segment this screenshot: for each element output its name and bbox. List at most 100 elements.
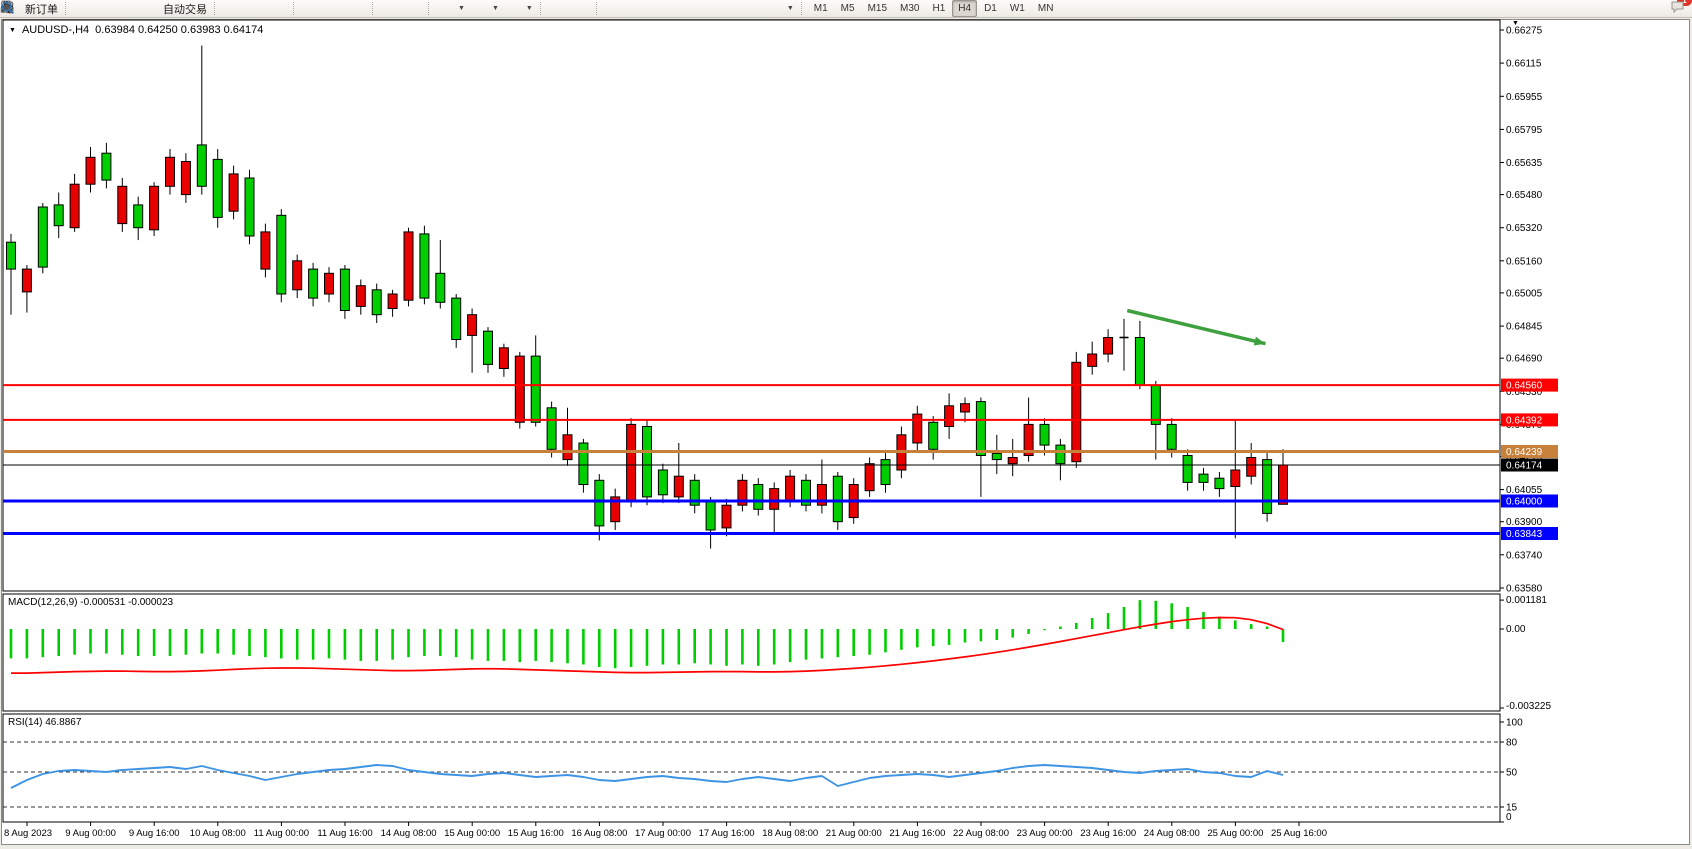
- candle-body: [1278, 464, 1288, 505]
- chart-menu-icon[interactable]: ▼: [9, 26, 16, 34]
- candle-body: [991, 452, 1002, 461]
- time-axis-label: 18 Aug 08:00: [762, 828, 818, 839]
- crosshair-icon: [1, 1, 589, 16]
- time-axis-label: 22 Aug 08:00: [953, 828, 1009, 839]
- timeframe-h4[interactable]: H4: [952, 0, 978, 17]
- chevron-down-icon: ▼: [786, 5, 794, 12]
- zoom-out-icon: [1, 1, 342, 16]
- toolbar-separator: [595, 2, 600, 15]
- search-icon[interactable]: [1, 1, 1664, 16]
- time-axis-label: 25 Aug 00:00: [1207, 828, 1263, 839]
- timeframe-m15[interactable]: M15: [867, 3, 888, 14]
- templates-button[interactable]: ▼: [1, 0, 537, 18]
- trendline-button[interactable]: [1, 0, 672, 18]
- channel-button[interactable]: E: [0, 0, 695, 18]
- line-chart-button[interactable]: [0, 0, 290, 18]
- candle-body: [975, 401, 986, 457]
- candle-body: [37, 206, 48, 268]
- candle-body: [498, 347, 509, 369]
- price-badge: [1501, 445, 1558, 458]
- zoom-in-button[interactable]: [1, 0, 323, 18]
- time-axis-label: 17 Aug 00:00: [635, 828, 691, 839]
- candle-body: [339, 268, 350, 312]
- shapes-button[interactable]: ▼: [2, 0, 798, 18]
- timeframe-mn[interactable]: MN: [1037, 3, 1054, 14]
- chart-shift-button[interactable]: [1, 0, 402, 18]
- price-badge-label: 0.64392: [1506, 415, 1543, 426]
- text-button[interactable]: A: [4, 0, 741, 18]
- candle-body: [594, 479, 605, 527]
- bar-chart-button[interactable]: [2, 0, 244, 18]
- timeframe-d1[interactable]: D1: [984, 3, 997, 14]
- price-badge-label: 0.63843: [1506, 529, 1543, 540]
- time-axis-label: 23 Aug 16:00: [1080, 828, 1136, 839]
- styler-icon: [1, 1, 91, 16]
- candle-body: [1230, 469, 1241, 487]
- autoscroll-button[interactable]: [1, 0, 425, 18]
- fibonacci-button[interactable]: F: [1, 0, 718, 18]
- time-axis-label: 25 Aug 16:00: [1271, 828, 1327, 839]
- price-tick-label: 0.64530: [1506, 387, 1543, 398]
- time-axis-label: 24 Aug 08:00: [1144, 828, 1200, 839]
- styler-button[interactable]: [1, 0, 95, 18]
- candle-body: [689, 479, 700, 506]
- candle-body: [960, 403, 970, 413]
- candle-body: [260, 231, 271, 270]
- candle-body: [928, 421, 939, 450]
- candle-body: [1166, 423, 1177, 450]
- price-badge: [1501, 458, 1558, 472]
- chat-button[interactable]: 1: [1670, 0, 1692, 19]
- price-tick-label: 0.64690: [1506, 354, 1543, 365]
- candle-body: [1214, 477, 1225, 490]
- candle-body: [721, 504, 732, 529]
- crosshair-button[interactable]: [1, 0, 593, 18]
- zoom-out-button[interactable]: [1, 0, 346, 18]
- candle-body: [705, 500, 716, 531]
- profile-button[interactable]: [0, 0, 118, 18]
- rsi-panel-frame: [2, 713, 1501, 823]
- macd-axis-label: -0.003225: [1506, 701, 1551, 712]
- candle-body: [101, 152, 112, 181]
- candle-body: [626, 423, 637, 502]
- candle-body: [228, 173, 239, 212]
- tile-windows-button[interactable]: [1, 0, 369, 18]
- candle-body: [1055, 444, 1066, 465]
- label-button[interactable]: T: [1, 0, 764, 18]
- timeframe-w1[interactable]: W1: [1009, 3, 1025, 14]
- candle-body: [419, 233, 430, 299]
- periods-button[interactable]: ▼: [1, 0, 503, 18]
- signal-icon: [1, 1, 137, 16]
- rsi-indicator-label: RSI(14) 46.8867: [8, 717, 82, 728]
- price-tick-label: 0.66275: [1506, 26, 1543, 37]
- candle-body: [276, 214, 287, 295]
- price-badge-label: 0.64174: [1506, 461, 1543, 472]
- chevron-down-icon: ▼: [491, 5, 499, 12]
- cursor-button[interactable]: [4, 0, 570, 18]
- candlestick-button[interactable]: [2, 0, 267, 18]
- indicators-button[interactable]: ▼: [0, 0, 469, 18]
- timeframe-h1[interactable]: H1: [932, 3, 946, 14]
- timeframe-m5[interactable]: M5: [840, 3, 855, 14]
- price-badge: [1501, 378, 1558, 392]
- candlestick-icon: [2, 1, 263, 16]
- macd-axis-label: 0.00: [1506, 624, 1526, 635]
- chart-title: ▼ AUDUSD-,H4 0.63984 0.64250 0.63983 0.6…: [9, 24, 263, 36]
- time-axis-label: 11 Aug 00:00: [254, 828, 309, 839]
- timeframe-m1[interactable]: M1: [813, 3, 828, 14]
- horizontal-line-button[interactable]: [1, 0, 649, 18]
- signal-button[interactable]: [1, 0, 141, 18]
- timeframe-m30[interactable]: M30: [900, 3, 920, 14]
- tile-windows-icon: [1, 1, 365, 16]
- candle-body: [435, 272, 446, 303]
- vertical-line-button[interactable]: [6, 0, 626, 18]
- candle-body: [1246, 457, 1257, 477]
- price-tick-label: 0.63900: [1506, 517, 1543, 528]
- time-axis-label: 8 Aug 2023: [4, 828, 52, 839]
- candle-body: [53, 204, 64, 227]
- trend-arrow[interactable]: [1126, 308, 1266, 346]
- axis-menu-icon[interactable]: ▼: [1512, 20, 1519, 27]
- autotrade-button[interactable]: 自动交易: [2, 0, 211, 18]
- time-axis-label: 21 Aug 00:00: [826, 828, 882, 839]
- candle-body: [785, 475, 796, 502]
